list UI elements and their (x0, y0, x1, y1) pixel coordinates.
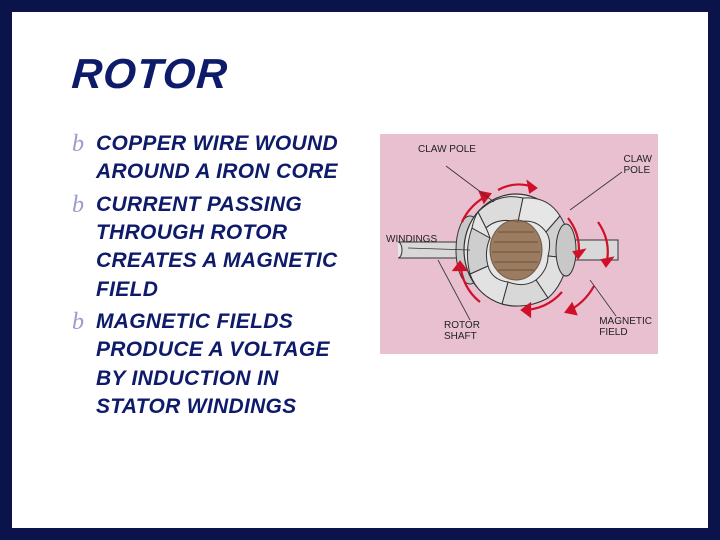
figure-label-windings: WINDINGS (386, 234, 437, 245)
slide-title: ROTOR (70, 50, 659, 98)
bullet-item: b MAGNETIC FIELDS PRODUCE A VOLTAGE BY I… (72, 308, 360, 421)
rotor-figure: CLAW POLE CLAW POLE WINDINGS ROTOR SHAFT… (380, 134, 658, 354)
bullet-item: b COPPER WIRE WOUND AROUND A IRON CORE (72, 130, 360, 187)
figure-label-claw-pole-right: CLAW POLE (623, 154, 652, 176)
figure-label-claw-pole-top: CLAW POLE (418, 144, 476, 155)
bullet-list: b COPPER WIRE WOUND AROUND A IRON CORE b… (72, 130, 360, 425)
slide: ROTOR b COPPER WIRE WOUND AROUND A IRON … (12, 12, 708, 528)
bullet-icon: b (72, 191, 84, 220)
slide-content: b COPPER WIRE WOUND AROUND A IRON CORE b… (72, 130, 658, 425)
bullet-icon: b (72, 130, 84, 159)
figure-label-magnetic-field: MAGNETIC FIELD (599, 316, 652, 338)
bullet-icon: b (72, 308, 84, 337)
figure-label-rotor-shaft: ROTOR SHAFT (444, 320, 480, 342)
bullet-text: MAGNETIC FIELDS PRODUCE A VOLTAGE BY IND… (96, 308, 360, 421)
rotor-illustration (398, 162, 638, 332)
bullet-text: CURRENT PASSING THROUGH ROTOR CREATES A … (96, 191, 360, 304)
bullet-text: COPPER WIRE WOUND AROUND A IRON CORE (96, 130, 360, 187)
bullet-item: b CURRENT PASSING THROUGH ROTOR CREATES … (72, 191, 360, 304)
